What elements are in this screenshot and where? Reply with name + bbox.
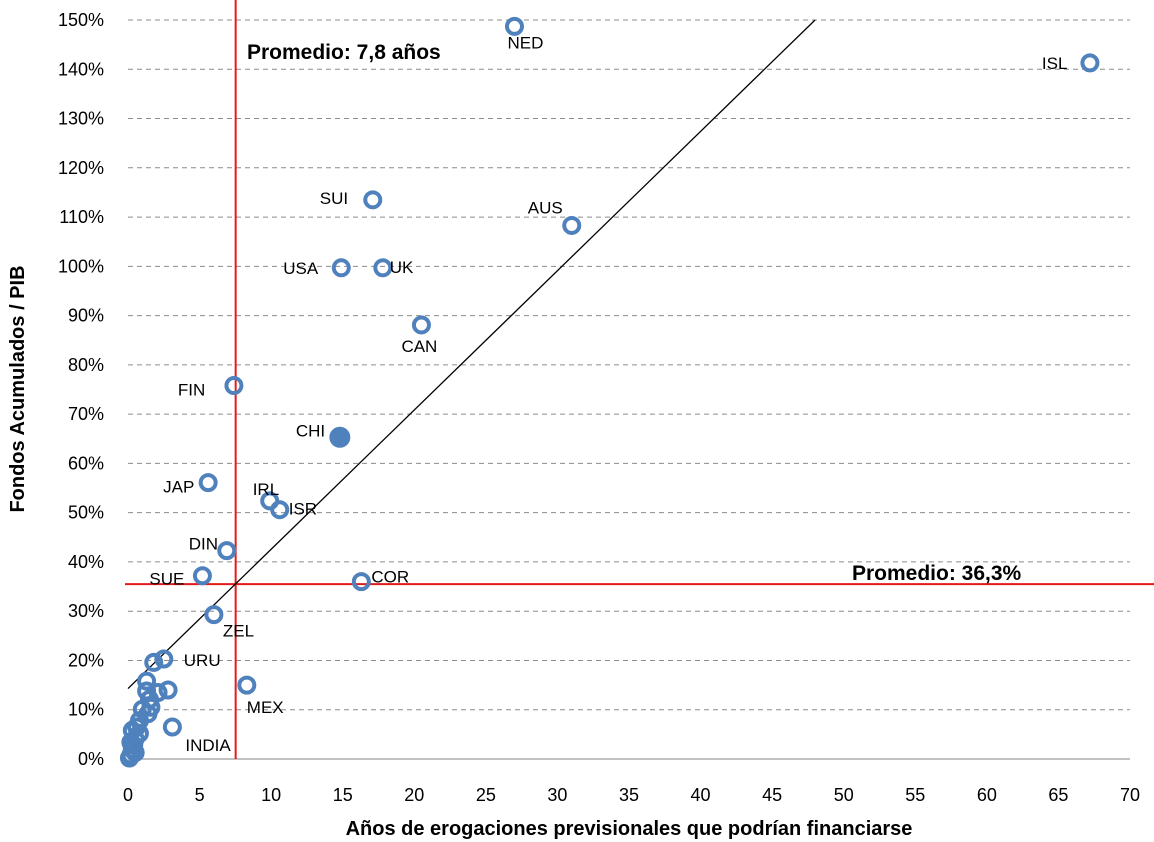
point-label-mex: MEX [247, 698, 284, 717]
point-label-can: CAN [401, 337, 437, 356]
data-point-sue [192, 566, 212, 586]
data-point-zel [204, 605, 224, 625]
data-point-uru [154, 649, 174, 669]
data-point-ned [504, 16, 524, 36]
x-tick-label: 25 [476, 785, 496, 805]
vertical-average-label: Promedio: 7,8 años [247, 41, 441, 64]
data-point [144, 652, 164, 672]
data-point-isl [1080, 53, 1100, 73]
data-point-sui [363, 190, 383, 210]
data-point [119, 748, 139, 768]
data-point-din [217, 541, 237, 561]
data-point-isr [270, 500, 290, 520]
point-label-zel: ZEL [223, 622, 254, 641]
data-point-cor [351, 572, 371, 592]
data-point-chi [329, 426, 351, 448]
point-label-uru: URU [184, 651, 221, 670]
reference-lines [125, 0, 1154, 759]
point-label-sui: SUI [320, 189, 348, 208]
y-tick-label: 70% [68, 404, 104, 424]
data-point-can [411, 315, 431, 335]
y-tick-label: 10% [68, 700, 104, 720]
point-label-irl: IRL [253, 480, 279, 499]
y-tick-label: 120% [58, 158, 104, 178]
x-tick-label: 70 [1120, 785, 1140, 805]
point-label-isr: ISR [289, 500, 317, 519]
y-tick-label: 140% [58, 59, 104, 79]
x-tick-label: 50 [834, 785, 854, 805]
point-label-aus: AUS [528, 198, 563, 217]
data-point-aus [562, 215, 582, 235]
y-tick-label: 50% [68, 503, 104, 523]
x-tick-label: 0 [123, 785, 133, 805]
y-tick-label: 40% [68, 552, 104, 572]
x-tick-labels: 0 5 10 15 20 25 30 35 40 45 50 55 60 65 70 [123, 785, 1140, 805]
x-axis-title: Años de erogaciones previsionales que po… [346, 818, 913, 840]
x-tick-label: 10 [261, 785, 281, 805]
point-label-din: DIN [189, 535, 218, 554]
x-tick-label: 35 [619, 785, 639, 805]
x-tick-label: 15 [333, 785, 353, 805]
gridlines [128, 19, 1130, 711]
point-label-isl: ISL [1042, 54, 1068, 73]
point-label-usa: USA [283, 259, 319, 278]
data-point [137, 681, 157, 701]
y-tick-label: 130% [58, 109, 104, 129]
y-tick-labels: 0% 10% 20% 30% 40% 50% 60% 70% 80% 90% 100% 110% 120… [58, 10, 104, 769]
point-label-ned: NED [507, 33, 543, 52]
horizontal-average-label: Promedio: 36,3% [852, 562, 1022, 585]
y-tick-label: 20% [68, 650, 104, 670]
point-labels: NED ISL SUI AUS USA UK CAN FIN CHI JAP IRL ISR DIN SU… [149, 33, 1067, 755]
point-label-cor: COR [371, 568, 409, 587]
data-point [137, 671, 157, 691]
y-tick-label: 80% [68, 355, 104, 375]
data-point-mex [237, 675, 257, 695]
point-label-jap: JAP [163, 478, 194, 497]
x-tick-label: 40 [691, 785, 711, 805]
y-tick-label: 90% [68, 306, 104, 326]
data-point [158, 680, 178, 700]
y-tick-label: 100% [58, 256, 104, 276]
x-tick-label: 60 [977, 785, 997, 805]
y-axis-title: Fondos Acumulados / PIB [7, 265, 29, 512]
x-tick-label: 5 [195, 785, 205, 805]
data-point-jap [198, 473, 218, 493]
point-label-uk: UK [390, 258, 414, 277]
point-label-fin: FIN [178, 381, 205, 400]
point-label-chi: CHI [296, 421, 325, 440]
data-points [119, 16, 1100, 768]
data-point-fin [224, 376, 244, 396]
x-tick-label: 65 [1048, 785, 1068, 805]
point-label-sue: SUE [149, 570, 184, 589]
y-tick-label: 60% [68, 453, 104, 473]
data-point-india [162, 717, 182, 737]
point-label-india: INDIA [185, 736, 231, 755]
y-tick-label: 30% [68, 601, 104, 621]
y-tick-label: 150% [58, 10, 104, 30]
data-point-uk [373, 258, 393, 278]
data-point-usa [331, 258, 351, 278]
x-tick-label: 45 [762, 785, 782, 805]
y-tick-label: 0% [78, 749, 104, 769]
x-tick-label: 55 [905, 785, 925, 805]
x-tick-label: 20 [404, 785, 424, 805]
y-tick-label: 110% [59, 207, 104, 227]
trendline [127, 19, 816, 690]
x-tick-label: 30 [547, 785, 567, 805]
